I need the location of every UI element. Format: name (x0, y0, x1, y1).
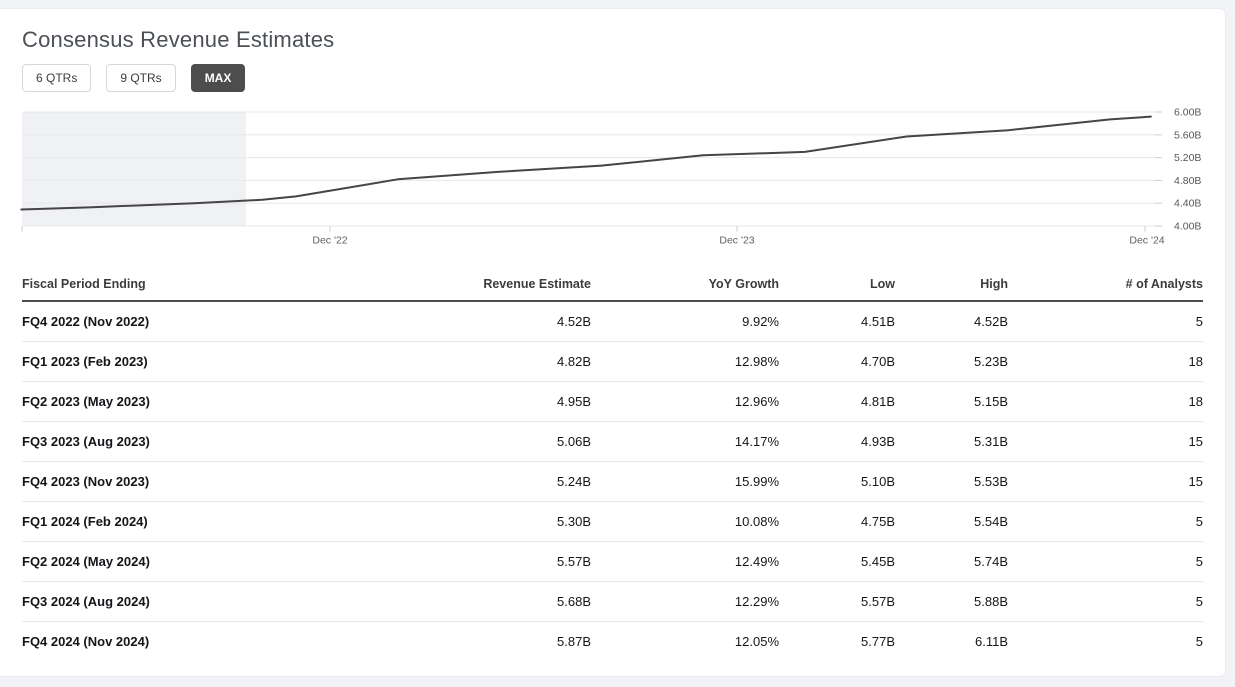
value-cell: 5 (1008, 541, 1203, 582)
value-cell: 5 (1195, 633, 1203, 649)
range-button-6qtrs[interactable]: 6 QTRs (22, 64, 92, 92)
fiscal-period-cell: FQ3 2023 (Aug 2023) (22, 421, 322, 462)
value-cell: 4.81B (779, 381, 895, 422)
fiscal-period-cell: FQ4 2024 (Nov 2024) (22, 633, 150, 649)
table-row: FQ4 2022 (Nov 2022) 4.52B 9.92% 4.51B 4.52B 5 (22, 301, 1203, 342)
table-row: FQ4 2023 (Nov 2023) 5.24B 15.99% 5.10B 5.53B… (22, 461, 1203, 502)
column-header-fiscal-period: Fiscal Period Ending (22, 271, 322, 302)
value-cell: 12.05% (734, 633, 779, 649)
value-cell: 5.57B (322, 541, 591, 582)
revenue-line (20, 115, 1152, 211)
column-header-revenue-estimate: Revenue Estimate (322, 271, 591, 302)
value-cell: 5.77B (861, 633, 895, 649)
value-cell: 4.51B (779, 301, 895, 342)
table-row: FQ2 2024 (May 2024) 5.57B 12.49% 5.45B 5.74B… (22, 541, 1203, 582)
value-cell: 4.93B (779, 421, 895, 462)
value-cell: 5 (1008, 501, 1203, 542)
value-cell: 18 (1008, 381, 1203, 422)
x-axis-label: Dec '23 (719, 235, 754, 247)
x-axis-labels: Dec '22 Dec '23 Dec '24 (312, 235, 1164, 247)
x-axis-label: Dec '22 (312, 235, 347, 247)
y-axis-label: 5.20B (1174, 152, 1201, 164)
value-cell: 12.96% (591, 381, 779, 422)
fiscal-period-cell: FQ1 2023 (Feb 2023) (22, 341, 322, 382)
value-cell: 15 (1008, 461, 1203, 502)
table-row: FQ3 2024 (Aug 2024) 5.68B 12.29% 5.57B 5.88B… (22, 581, 1203, 622)
value-cell: 10.08% (591, 501, 779, 542)
value-cell: 15 (1008, 421, 1203, 462)
value-cell: 4.70B (779, 341, 895, 382)
value-cell: 4.52B (895, 301, 1008, 342)
column-header-yoy-growth: YoY Growth (591, 271, 779, 302)
value-cell: 5.45B (779, 541, 895, 582)
value-cell: 4.95B (322, 381, 591, 422)
value-cell: 5 (1008, 581, 1203, 622)
value-cell: 9.92% (591, 301, 779, 342)
value-cell: 5.06B (322, 421, 591, 462)
value-cell: 5.23B (895, 341, 1008, 382)
value-cell: 18 (1008, 341, 1203, 382)
revenue-estimates-table: Fiscal Period Ending Revenue Estimate Yo… (22, 271, 1203, 661)
historical-band (22, 112, 246, 226)
y-axis-label: 4.40B (1174, 198, 1201, 210)
value-cell: 4.75B (779, 501, 895, 542)
value-cell: 5.53B (895, 461, 1008, 502)
value-cell: 12.29% (591, 581, 779, 622)
table-row: FQ1 2023 (Feb 2023) 4.82B 12.98% 4.70B 5.23B… (22, 341, 1203, 382)
y-axis-label: 4.80B (1174, 175, 1201, 187)
page-title: Consensus Revenue Estimates (22, 27, 335, 52)
column-header-num-analysts: # of Analysts (1008, 271, 1203, 302)
value-cell: 5.54B (895, 501, 1008, 542)
fiscal-period-cell: FQ4 2022 (Nov 2022) (22, 301, 322, 342)
value-cell: 15.99% (591, 461, 779, 502)
table-row: FQ1 2024 (Feb 2024) 5.30B 10.08% 4.75B 5.54B… (22, 501, 1203, 542)
table-body: FQ4 2022 (Nov 2022) 4.52B 9.92% 4.51B 4.52B 5… (22, 301, 1203, 661)
fiscal-period-cell: FQ2 2023 (May 2023) (22, 381, 322, 422)
value-cell: 5.30B (322, 501, 591, 542)
table-row: FQ2 2023 (May 2023) 4.95B 12.96% 4.81B 5.15B… (22, 381, 1203, 422)
x-axis-label: Dec '24 (1129, 235, 1164, 247)
fiscal-period-cell: FQ3 2024 (Aug 2024) (22, 581, 322, 622)
column-header-low: Low (779, 271, 895, 302)
value-cell: 5.10B (779, 461, 895, 502)
value-cell: 5.68B (322, 581, 591, 622)
range-button-9qtrs[interactable]: 9 QTRs (106, 64, 176, 92)
value-cell: 5.24B (322, 461, 591, 502)
range-button-group: 6 QTRs 9 QTRs MAX (22, 64, 246, 92)
y-axis-labels: 6.00B 5.60B 5.20B 4.80B 4.40B 4.00B (1174, 107, 1201, 233)
value-cell: 14.17% (591, 421, 779, 462)
table-row: FQ4 2024 (Nov 2024) 5.87B 12.05% 5.77B 6.11B… (22, 621, 1203, 661)
y-axis-label: 4.00B (1174, 221, 1201, 233)
y-axis-label: 6.00B (1174, 107, 1201, 119)
value-cell: 5.74B (895, 541, 1008, 582)
range-button-max[interactable]: MAX (190, 64, 246, 92)
revenue-estimate-chart: 6.00B 5.60B 5.20B 4.80B 4.40B 4.00B Dec … (20, 107, 1201, 247)
consensus-revenue-card: Consensus Revenue Estimates 6 QTRs 9 QTR… (0, 8, 1226, 677)
value-cell: 12.98% (591, 341, 779, 382)
y-axis-label: 5.60B (1174, 129, 1201, 141)
fiscal-period-cell: FQ4 2023 (Nov 2023) (22, 461, 322, 502)
value-cell: 12.49% (591, 541, 779, 582)
value-cell: 4.52B (322, 301, 591, 342)
value-cell: 5.88B (895, 581, 1008, 622)
value-cell: 6.11B (974, 633, 1008, 649)
value-cell: 5 (1008, 301, 1203, 342)
value-cell: 5.87B (557, 633, 591, 649)
table-row: FQ3 2023 (Aug 2023) 5.06B 14.17% 4.93B 5.31B… (22, 421, 1203, 462)
value-cell: 5.31B (895, 421, 1008, 462)
table-header-row: Fiscal Period Ending Revenue Estimate Yo… (22, 271, 1203, 302)
value-cell: 4.82B (322, 341, 591, 382)
axis-ticks (21, 111, 1162, 232)
value-cell: 5.57B (779, 581, 895, 622)
column-header-high: High (895, 271, 1008, 302)
gridlines (22, 111, 1155, 227)
fiscal-period-cell: FQ1 2024 (Feb 2024) (22, 501, 322, 542)
fiscal-period-cell: FQ2 2024 (May 2024) (22, 541, 322, 582)
value-cell: 5.15B (895, 381, 1008, 422)
